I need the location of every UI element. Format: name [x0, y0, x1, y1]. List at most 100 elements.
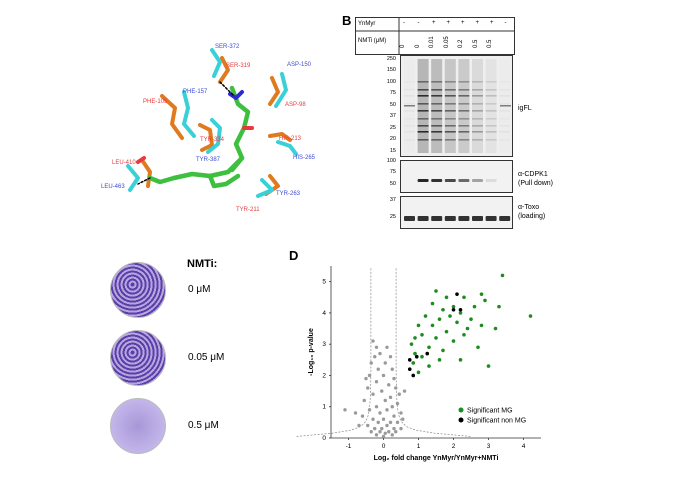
gel-band	[458, 125, 470, 127]
gel-band	[417, 110, 429, 112]
significant-non-mg-point	[451, 307, 456, 312]
significant-mg-point	[427, 364, 431, 368]
residue-label: PHE-157	[183, 89, 208, 95]
ynmyr-row-label: YnMyr	[358, 21, 376, 27]
gel-lane	[472, 59, 483, 153]
significant-mg-point	[479, 292, 484, 296]
nonsig-point	[390, 433, 394, 437]
gel-lane	[431, 59, 443, 153]
significant-non-mg-point	[458, 307, 463, 312]
gel-band	[417, 81, 429, 83]
significant-mg-point	[451, 339, 456, 343]
gel-band	[417, 139, 429, 141]
mw-marker: 20	[389, 136, 396, 143]
cdpk1-gel	[400, 160, 513, 193]
nonsig-point	[378, 430, 382, 434]
panel-letter-b: B	[342, 13, 352, 28]
y-tick-label: 1	[322, 404, 326, 411]
nmti-value: 0.05	[443, 36, 450, 48]
residue-label: HIS-213	[279, 136, 302, 142]
gel-band	[458, 81, 470, 83]
significant-non-mg-point	[414, 354, 419, 359]
significant-mg-point	[434, 336, 438, 340]
gel-band	[458, 139, 470, 141]
significant-mg-point	[486, 364, 491, 368]
nmti-title: NMTi:	[187, 258, 218, 270]
gel-band	[417, 131, 429, 133]
nmti-value: 0	[400, 44, 406, 48]
nmti-value: 0.2	[458, 39, 464, 48]
nmti-value: 0.01	[429, 36, 435, 48]
nonsig-point	[399, 426, 403, 431]
significant-non-mg-point	[425, 351, 430, 356]
y-axis-label: -Log₁₀ p-value	[308, 328, 315, 376]
significant-mg-point	[455, 320, 459, 325]
nonsig-point	[353, 411, 358, 415]
nonsig-point	[364, 376, 368, 381]
gel-band	[458, 110, 470, 112]
mw-marker: 250	[386, 56, 396, 62]
nonsig-point	[401, 417, 405, 421]
toxo-gel	[400, 196, 513, 229]
gel-band	[472, 89, 483, 91]
nonsig-point	[378, 411, 382, 415]
nmti-value: 0.5	[472, 39, 479, 48]
x-tick-label: 1	[417, 443, 421, 450]
toxo-band	[444, 216, 456, 221]
nonsig-point	[385, 345, 389, 350]
nonsig-point	[381, 373, 386, 378]
significant-mg-point	[465, 326, 470, 331]
nonsig-point	[395, 420, 400, 425]
volcano-plot: -1 0 1 2 3 4 0 1 2 3 4 5 Log₂ fold change YnMyr/YnMy…	[296, 266, 541, 462]
significant-mg-point	[444, 329, 449, 334]
gel-band	[499, 81, 510, 83]
structure-overlay	[126, 48, 298, 198]
significant-mg-point	[493, 326, 498, 331]
cdpk1-label: α-CDPK1 (Pull down)	[518, 171, 554, 187]
blot-header-grid	[355, 17, 515, 55]
mw-marker: 25	[389, 213, 396, 220]
nonsig-point	[392, 426, 396, 431]
x-tick-label: 3	[487, 443, 491, 450]
significant-mg-point	[411, 361, 416, 365]
gel-band	[485, 95, 497, 97]
gel-band	[472, 95, 483, 97]
gel-band	[499, 95, 511, 97]
gel-band	[472, 81, 483, 83]
gel-band	[444, 95, 456, 97]
significant-mg-point	[462, 333, 466, 337]
gel-band	[431, 110, 443, 112]
nonsig-point	[373, 354, 377, 359]
gel-lane	[417, 59, 429, 153]
cdpk1-band	[444, 179, 456, 182]
plaque-well	[110, 398, 166, 454]
concentration-label: 0 μM	[188, 284, 211, 295]
toxo-band	[417, 216, 429, 221]
cdpk1-band	[499, 179, 510, 182]
residue-label: TYR-211	[236, 207, 260, 213]
residue-label: TYR-263	[276, 191, 301, 197]
cdpk1-band	[485, 179, 497, 182]
y-tick-label: 0	[322, 435, 326, 442]
nonsig-point	[380, 389, 384, 393]
gel-band	[485, 139, 497, 141]
nonsig-point	[383, 431, 387, 436]
nonsig-point	[374, 380, 379, 384]
nonsig-point	[371, 417, 375, 421]
gel-band	[417, 118, 429, 120]
nonsig-point	[385, 408, 389, 412]
significant-mg-point	[458, 358, 463, 362]
cdpk1-band	[417, 179, 429, 182]
ynmyr-value: -	[504, 20, 507, 26]
significant-mg-point	[413, 336, 417, 340]
gel-band	[431, 81, 443, 83]
toxo-label: α-Toxo (loading)	[518, 204, 546, 220]
residue-label: LEU-410	[112, 160, 136, 166]
significant-mg-point	[476, 345, 480, 350]
gel-band	[472, 139, 483, 141]
significant-mg-point	[441, 307, 445, 312]
y-tick-label: 2	[322, 372, 326, 379]
significant-non-mg-point	[455, 292, 459, 296]
x-tick-label: 4	[522, 443, 526, 450]
significant-mg-point	[469, 317, 473, 321]
